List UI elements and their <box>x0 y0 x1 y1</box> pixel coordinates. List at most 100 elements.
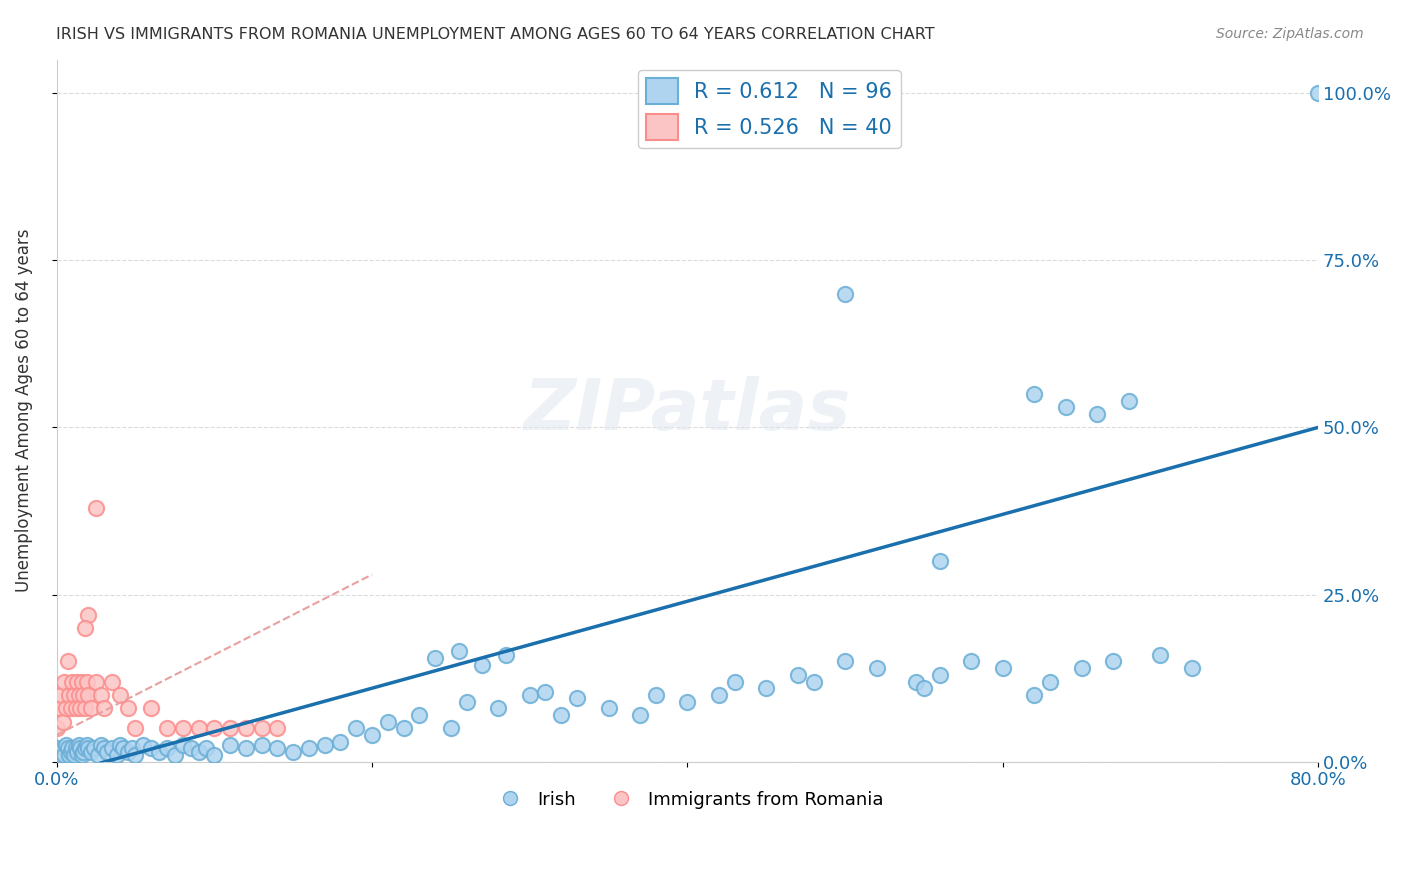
Point <box>60 674 83 689</box>
Point <box>163 748 186 763</box>
Point <box>86 748 108 763</box>
Point <box>329 735 352 749</box>
Point <box>598 701 620 715</box>
Point <box>1181 661 1204 675</box>
Point <box>1149 648 1171 662</box>
Point <box>235 722 257 736</box>
Point <box>93 701 115 715</box>
Point <box>156 722 179 736</box>
Point <box>55 738 77 752</box>
Point <box>51 745 73 759</box>
Point <box>69 701 91 715</box>
Point <box>377 714 399 729</box>
Point <box>1070 661 1092 675</box>
Point <box>56 655 79 669</box>
Point <box>1039 674 1062 689</box>
Point <box>101 741 124 756</box>
Point <box>77 607 100 622</box>
Point <box>55 701 77 715</box>
Point <box>65 741 87 756</box>
Text: ZIPatlas: ZIPatlas <box>523 376 851 445</box>
Point <box>49 701 72 715</box>
Point <box>960 655 983 669</box>
Point <box>124 748 146 763</box>
Point <box>66 674 89 689</box>
Point <box>148 745 170 759</box>
Point <box>111 741 134 756</box>
Point <box>1085 407 1108 421</box>
Point <box>786 668 808 682</box>
Point <box>53 674 76 689</box>
Point <box>928 554 950 568</box>
Point <box>66 745 89 759</box>
Point <box>141 701 163 715</box>
Point <box>67 738 90 752</box>
Point <box>70 674 93 689</box>
Point <box>392 722 415 736</box>
Point <box>187 722 209 736</box>
Point <box>1102 655 1125 669</box>
Point <box>180 741 202 756</box>
Point <box>298 741 321 756</box>
Point <box>1308 86 1330 100</box>
Point <box>73 741 96 756</box>
Point <box>1024 688 1046 702</box>
Point <box>84 674 107 689</box>
Point <box>45 741 67 756</box>
Point <box>141 741 163 756</box>
Point <box>834 655 856 669</box>
Point <box>219 722 242 736</box>
Point <box>58 748 80 763</box>
Point <box>76 674 98 689</box>
Point <box>132 738 155 752</box>
Point <box>447 644 470 658</box>
Point <box>52 714 75 729</box>
Point <box>423 651 446 665</box>
Point <box>250 738 273 752</box>
Point <box>266 722 288 736</box>
Point <box>456 695 478 709</box>
Point <box>1024 387 1046 401</box>
Point <box>281 745 304 759</box>
Point <box>519 688 541 702</box>
Point <box>912 681 935 696</box>
Point <box>495 648 517 662</box>
Point <box>361 728 384 742</box>
Point <box>440 722 463 736</box>
Point <box>156 741 179 756</box>
Point <box>991 661 1014 675</box>
Point <box>1054 401 1077 415</box>
Point <box>865 661 887 675</box>
Point <box>49 748 72 763</box>
Point <box>172 722 194 736</box>
Point <box>63 748 86 763</box>
Point <box>928 668 950 682</box>
Legend: Irish, Immigrants from Romania: Irish, Immigrants from Romania <box>485 783 890 816</box>
Point <box>202 748 225 763</box>
Point <box>408 708 430 723</box>
Text: Source: ZipAtlas.com: Source: ZipAtlas.com <box>1216 27 1364 41</box>
Point <box>51 688 73 702</box>
Point <box>84 500 107 515</box>
Point <box>117 701 139 715</box>
Point <box>550 708 572 723</box>
Point <box>70 748 93 763</box>
Point <box>565 691 588 706</box>
Point <box>80 701 103 715</box>
Point <box>63 688 86 702</box>
Point <box>1118 393 1140 408</box>
Point <box>53 748 76 763</box>
Point <box>676 695 699 709</box>
Point <box>172 738 194 752</box>
Point <box>67 688 90 702</box>
Y-axis label: Unemployment Among Ages 60 to 64 years: Unemployment Among Ages 60 to 64 years <box>15 229 32 592</box>
Point <box>905 674 928 689</box>
Point <box>77 741 100 756</box>
Point <box>65 701 87 715</box>
Point <box>101 674 124 689</box>
Point <box>314 738 336 752</box>
Point <box>60 741 83 756</box>
Point <box>72 745 94 759</box>
Point <box>77 688 100 702</box>
Point <box>90 738 112 752</box>
